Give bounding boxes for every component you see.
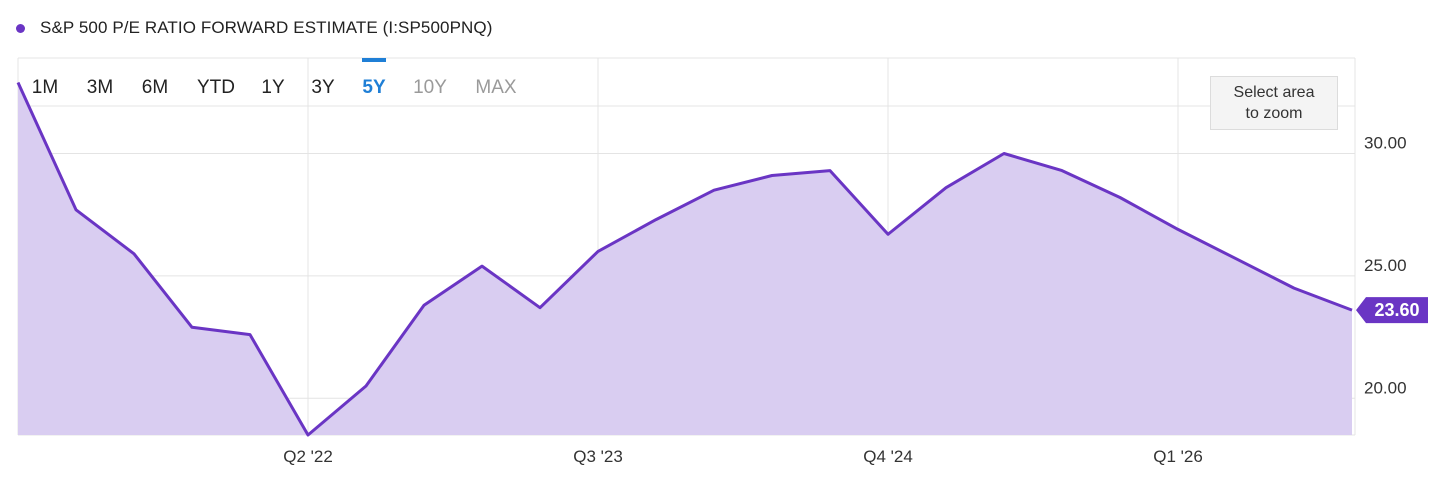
range-selector[interactable]: 1M 3M 6M YTD 1Y 3Y 5Y 10Y MAX [32, 58, 517, 98]
y-tick-label: 30.00 [1364, 133, 1407, 152]
zoom-hint-line1: Select area [1233, 84, 1315, 101]
y-tick-label: 20.00 [1364, 378, 1407, 397]
chart-legend[interactable]: S&P 500 P/E RATIO FORWARD ESTIMATE (I:SP… [16, 15, 492, 41]
range-button-6m[interactable]: 6M [142, 77, 168, 98]
series-dot-icon [16, 23, 25, 33]
last-value-badge [1356, 297, 1428, 324]
x-tick-label: Q4 '24 [863, 447, 913, 466]
range-button-3y[interactable]: 3Y [311, 77, 335, 98]
range-button-3m[interactable]: 3M [87, 77, 113, 98]
y-axis: 20.00 25.00 30.00 [1364, 133, 1407, 397]
y-tick-label: 25.00 [1364, 256, 1407, 275]
zoom-hint-line2: to zoom [1245, 105, 1303, 122]
range-button-1m[interactable]: 1M [32, 77, 58, 98]
range-button-5y[interactable]: 5Y [362, 77, 386, 98]
series-title: S&P 500 P/E RATIO FORWARD ESTIMATE (I:SP… [40, 18, 493, 37]
last-value-label: 23.60 [1356, 297, 1428, 324]
series-area [18, 82, 1352, 435]
x-tick-label: Q1 '26 [1153, 447, 1203, 466]
active-range-indicator [362, 58, 386, 62]
series-line [16, 81, 1353, 437]
range-button-ytd[interactable]: YTD [197, 77, 235, 98]
x-tick-label: Q2 '22 [283, 447, 333, 466]
x-axis: Q2 '22 Q3 '23 Q4 '24 Q1 '26 [283, 447, 1203, 466]
range-button-max: MAX [475, 77, 517, 98]
zoom-hint-box: Select area to zoom [1210, 76, 1338, 130]
x-tick-label: Q3 '23 [573, 447, 623, 466]
range-button-1y[interactable]: 1Y [261, 77, 285, 98]
last-value-text: 23.60 [1374, 300, 1419, 320]
range-button-10y: 10Y [413, 77, 447, 98]
